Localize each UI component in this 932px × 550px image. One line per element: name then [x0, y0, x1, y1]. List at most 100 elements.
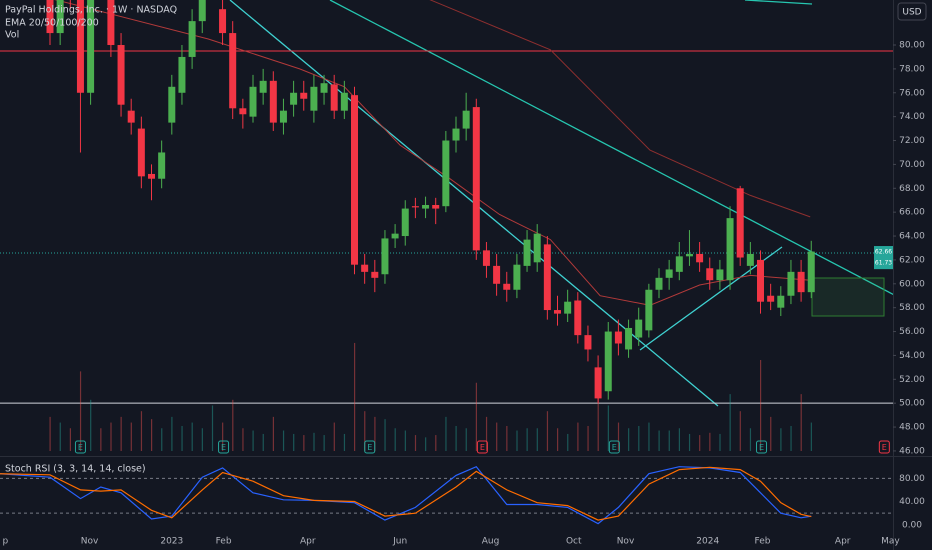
- candle-body: [290, 92, 298, 105]
- x-tick-label: 2023: [160, 537, 183, 547]
- volume-bar: [729, 394, 731, 451]
- volume-bar: [313, 432, 315, 451]
- volume-bar: [699, 435, 701, 451]
- candle-body: [472, 107, 480, 251]
- ema-line: [54, 0, 811, 306]
- volume-bar: [211, 405, 214, 451]
- volume-bar: [739, 411, 741, 451]
- candle-body: [675, 256, 683, 272]
- x-tick-label: Apr: [300, 537, 316, 547]
- y-tick-label: 60.00: [899, 279, 925, 289]
- volume-bar: [59, 422, 61, 451]
- y-tick-label: 66.00: [899, 208, 925, 218]
- event-label: E: [221, 443, 226, 452]
- volume-bar: [272, 416, 274, 451]
- candle-body: [604, 331, 612, 392]
- volume-bar: [597, 394, 599, 451]
- candle-body: [645, 289, 653, 331]
- price-tag-label: 61.73: [875, 260, 892, 267]
- candle-body: [482, 250, 490, 266]
- currency-box[interactable]: [897, 2, 927, 21]
- volume-bar: [343, 433, 346, 451]
- stoch-tick-label: 0.00: [902, 520, 922, 530]
- candle-body: [746, 253, 754, 266]
- price-tag: [874, 246, 893, 259]
- event-label: E: [367, 443, 372, 452]
- volume-bar: [394, 428, 396, 451]
- volume-bar: [161, 428, 163, 451]
- event-marker: [364, 440, 376, 454]
- candle-body: [554, 310, 561, 314]
- y-tick-label: 80.00: [899, 41, 925, 51]
- event-label: E: [882, 443, 887, 452]
- stoch-line: [0, 466, 812, 521]
- candle-body: [310, 86, 318, 111]
- volume-bar: [90, 399, 92, 451]
- candle-body: [625, 327, 633, 350]
- volume-bar: [526, 428, 528, 451]
- candle-body: [685, 253, 693, 257]
- volume-bar: [485, 416, 488, 451]
- candle-body: [787, 271, 795, 296]
- candle-body: [503, 283, 511, 290]
- candle-body: [198, 0, 206, 22]
- candle-body: [422, 204, 430, 209]
- candle-body: [523, 239, 531, 266]
- volume-bar: [404, 430, 406, 451]
- candle-body: [574, 300, 582, 336]
- event-marker: [608, 440, 620, 454]
- volume-bar: [800, 394, 802, 451]
- volume-bar: [658, 430, 660, 451]
- volume-bar: [719, 433, 721, 451]
- candle-body: [330, 84, 338, 111]
- y-tick-label: 48.00: [899, 423, 925, 433]
- trend-line: [744, 0, 813, 5]
- candle-body: [767, 295, 775, 302]
- volume-bar: [790, 425, 792, 451]
- chart-title: PayPal Holdings, Inc. · 1W · NASDAQ: [5, 5, 177, 16]
- stoch-title: Stoch RSI (3, 3, 14, 14, close): [5, 464, 146, 475]
- volume-bar: [333, 422, 335, 451]
- candle-body: [513, 264, 521, 290]
- volume-bar: [69, 428, 71, 451]
- y-tick-label: 68.00: [899, 184, 925, 194]
- volume-bar: [100, 428, 102, 451]
- stoch-tick-label: 40.00: [899, 497, 925, 507]
- x-tick-label: p: [2, 537, 8, 547]
- candle-body: [127, 110, 135, 123]
- volume-bar: [567, 433, 569, 451]
- x-tick-label: May: [881, 537, 900, 547]
- y-tick-label: 62.00: [899, 255, 925, 265]
- y-tick-label: 56.00: [899, 327, 925, 337]
- volume-bar: [617, 422, 620, 451]
- candle-body: [706, 268, 714, 281]
- volume-bar: [678, 428, 680, 451]
- volume-bar: [262, 433, 264, 451]
- y-tick-label: 70.00: [899, 160, 925, 170]
- volume-bar: [191, 422, 193, 451]
- volume-bar: [709, 432, 711, 451]
- x-tick-label: Feb: [216, 537, 232, 547]
- y-tick-label: 54.00: [899, 351, 925, 361]
- volume-bar: [668, 430, 670, 451]
- candle-body: [665, 269, 673, 278]
- candle-body: [432, 204, 440, 209]
- volume-bar: [628, 428, 630, 451]
- event-marker: [756, 440, 768, 454]
- candle-body: [148, 173, 155, 179]
- volume-bar: [120, 416, 122, 451]
- candle-body: [493, 265, 501, 284]
- candle-body: [381, 238, 389, 275]
- volume-bar: [110, 422, 112, 451]
- volume-bar: [749, 428, 752, 451]
- candle-body: [543, 244, 551, 311]
- event-label: E: [759, 443, 764, 452]
- candle-body: [736, 188, 744, 258]
- y-tick-label: 52.00: [899, 375, 925, 385]
- currency[interactable]: USD: [902, 8, 921, 18]
- volume-bar: [79, 371, 82, 451]
- volume-bar: [384, 419, 386, 451]
- volume-bar: [140, 411, 143, 451]
- candle-body: [229, 33, 237, 109]
